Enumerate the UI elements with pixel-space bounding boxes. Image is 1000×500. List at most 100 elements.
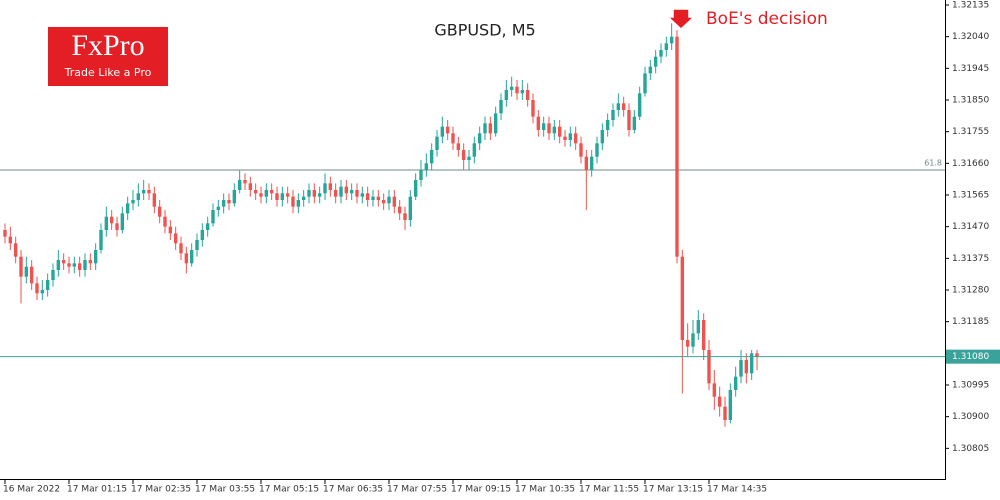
- y-tick-label: 1.31755: [952, 127, 989, 137]
- candle-body: [200, 230, 205, 240]
- candle-body: [499, 100, 503, 114]
- candle-body: [611, 110, 615, 120]
- candle-body: [483, 123, 487, 134]
- candle-body: [232, 190, 237, 204]
- candle-body: [541, 123, 546, 130]
- candle-body: [163, 216, 167, 227]
- candle-body: [579, 143, 583, 157]
- candle-body: [376, 196, 381, 200]
- candle-body: [627, 110, 631, 130]
- x-tick-label: 17 Mar 03:55: [195, 485, 255, 495]
- x-tick-label: 17 Mar 10:35: [515, 485, 575, 495]
- candle-body: [168, 226, 173, 234]
- candle-body: [371, 196, 375, 200]
- candle-body: [744, 360, 749, 374]
- y-tick-label: 1.31375: [952, 254, 989, 264]
- candle-body: [605, 120, 610, 130]
- fib-level-label: 61.8: [924, 159, 942, 168]
- candle-body: [664, 43, 669, 50]
- candle-body: [301, 196, 306, 200]
- candle-body: [40, 290, 45, 294]
- candle-body: [264, 190, 269, 197]
- candle-body: [712, 383, 717, 397]
- candle-body: [595, 143, 599, 157]
- candle-body: [19, 256, 23, 277]
- candle-body: [589, 156, 594, 170]
- candle-body: [680, 256, 685, 340]
- candle-body: [120, 213, 125, 230]
- candle-body: [8, 236, 13, 244]
- candle-body: [184, 253, 189, 264]
- candle-body: [141, 190, 146, 194]
- annotation: BoE's decision: [706, 9, 828, 29]
- candle-body: [472, 143, 477, 157]
- chart-title: GBPUSD, M5: [434, 21, 535, 40]
- candle-body: [136, 193, 141, 200]
- candle-body: [328, 183, 333, 190]
- candle-body: [451, 133, 455, 144]
- candle-body: [93, 250, 98, 264]
- candle-body: [728, 390, 733, 420]
- candle-body: [77, 263, 82, 270]
- x-tick-label: 16 Mar 2022: [3, 485, 60, 495]
- candle-body: [467, 156, 471, 160]
- candle-body: [701, 320, 706, 350]
- candle-body: [227, 200, 231, 204]
- candle-body: [307, 190, 311, 197]
- candle-body: [195, 240, 199, 250]
- candle-body: [72, 263, 77, 267]
- candle-body: [573, 133, 578, 144]
- candle-body: [653, 56, 658, 67]
- y-tick-label: 1.31470: [952, 222, 989, 232]
- candle-body: [125, 203, 130, 214]
- candle-body: [536, 116, 541, 130]
- candle-body: [88, 260, 93, 264]
- candle-body: [323, 183, 327, 194]
- candle-body: [392, 196, 397, 207]
- candle-body: [723, 406, 727, 420]
- candle-body: [397, 206, 402, 214]
- candle-body: [568, 133, 573, 140]
- candle-body: [557, 126, 562, 137]
- candle-body: [691, 333, 695, 347]
- candle-body: [445, 126, 450, 134]
- candle-body: [104, 216, 109, 230]
- candle-body: [504, 90, 509, 100]
- last-price-box: [946, 349, 1000, 364]
- candle-body: [749, 353, 754, 374]
- candle-body: [296, 200, 301, 207]
- candle-body: [13, 243, 18, 257]
- candle-body: [285, 193, 290, 197]
- candle-body: [29, 266, 34, 284]
- candle-body: [349, 190, 354, 194]
- candle-body: [739, 360, 743, 377]
- candle-body: [424, 163, 429, 170]
- candle-body: [99, 230, 103, 250]
- x-tick-label: 17 Mar 14:35: [707, 485, 767, 495]
- candle-body: [600, 130, 605, 144]
- candle-body: [280, 193, 285, 200]
- candle-body: [61, 260, 66, 264]
- candle-body: [648, 66, 653, 74]
- candle-body: [632, 116, 637, 130]
- y-tick-label: 1.31660: [952, 159, 989, 169]
- candle-body: [509, 86, 514, 90]
- x-tick-label: 17 Mar 06:35: [323, 485, 383, 495]
- annotation-arrow: [666, 8, 696, 31]
- candle-body: [152, 193, 157, 207]
- candle-body: [237, 180, 242, 190]
- candle-body: [733, 376, 738, 390]
- candle-body: [621, 103, 626, 110]
- candle-body: [83, 260, 87, 270]
- candle-body: [115, 223, 119, 230]
- candle-body: [35, 283, 39, 294]
- candle-body: [755, 353, 759, 357]
- candle-body: [205, 223, 210, 230]
- candle-body: [552, 126, 557, 134]
- x-tick-label: 17 Mar 09:15: [451, 485, 511, 495]
- candle-body: [365, 193, 370, 200]
- candle-body: [157, 206, 162, 217]
- x-tick-label: 17 Mar 11:55: [579, 485, 639, 495]
- y-tick-label: 1.32135: [952, 1, 989, 11]
